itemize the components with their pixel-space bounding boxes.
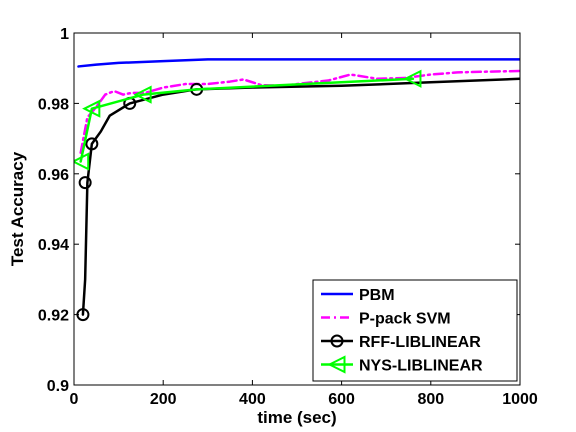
plot-frame	[73, 32, 521, 386]
data-point	[85, 137, 99, 151]
y-axis-label: Test Accuracy	[8, 151, 27, 266]
legend-label: P-pack SVM	[359, 311, 451, 328]
series-line-3	[79, 77, 415, 163]
data-point	[78, 176, 92, 190]
series-layer	[74, 58, 520, 322]
legend-label: RFF-LIBLINEAR	[359, 334, 481, 351]
data-point	[74, 152, 90, 171]
y-tick-label: 1	[60, 26, 69, 43]
y-tick-label: 0.92	[38, 308, 69, 325]
series-line-0	[77, 58, 520, 68]
y-tick-label: 0.9	[47, 378, 69, 395]
x-tick-label: 200	[150, 391, 177, 408]
x-tick-label: 800	[417, 391, 444, 408]
legend-marker	[327, 355, 346, 374]
y-tick-label: 0.98	[38, 96, 69, 113]
ticks-layer: 0 200 400 600 800 1000 0.9 0.92 0.94 0.96 0.98 1	[38, 26, 538, 408]
series-line-2	[81, 77, 520, 316]
y-tick-label: 0.96	[38, 167, 69, 184]
data-point	[133, 85, 152, 104]
x-axis-label: time (sec)	[257, 408, 336, 427]
x-tick-label: 600	[328, 391, 355, 408]
legend: PBM P-pack SVM RFF-LIBLINEAR NYS-LIBLINEAR	[312, 279, 518, 382]
legend-marker	[330, 334, 344, 348]
data-point	[82, 99, 101, 118]
legend-label: PBM	[359, 287, 395, 304]
x-tick-label: 0	[70, 391, 79, 408]
data-point	[403, 69, 422, 88]
legend-label: NYS-LIBLINEAR	[359, 358, 483, 375]
x-tick-label: 400	[239, 391, 266, 408]
y-tick-label: 0.94	[38, 237, 69, 254]
x-tick-label: 1000	[502, 391, 538, 408]
